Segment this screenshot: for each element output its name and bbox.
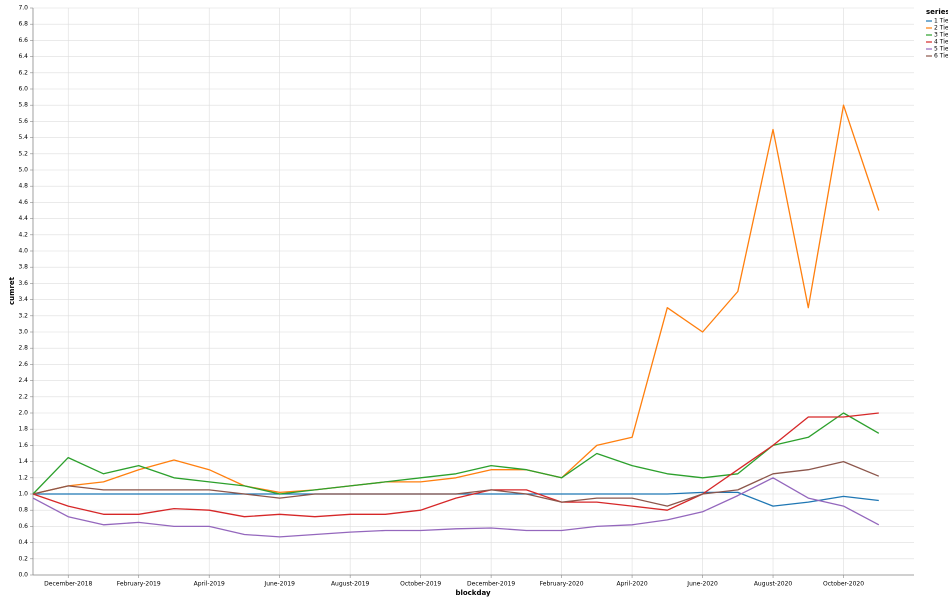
y-tick-label: 5.0 [18,167,28,174]
x-tick-label: April-2020 [617,581,648,588]
y-tick-label: 1.2 [18,474,28,481]
y-tick-label: 6.4 [18,53,28,60]
y-tick-label: 1.8 [18,426,28,433]
x-tick-label: December-2018 [44,581,92,588]
legend-label: 6 Tier [934,53,948,60]
series-line [32,477,880,538]
y-tick-label: 1.4 [18,458,28,465]
y-tick-label: 6.6 [18,37,28,44]
y-tick-label: 3.0 [18,329,28,336]
y-tick-label: 3.6 [18,280,28,287]
y-tick-label: 2.8 [18,345,28,352]
y-axis-title: cumret [8,276,16,305]
x-tick-label: February-2019 [117,581,161,588]
x-tick-label: August-2019 [331,581,370,588]
y-tick-label: 5.6 [18,118,28,125]
y-tick-label: 4.2 [18,231,28,238]
series-line [32,460,880,507]
y-tick-label: 2.2 [18,393,28,400]
y-tick-label: 2.6 [18,361,28,368]
y-tick-label: 3.4 [18,296,28,303]
x-tick-label: October-2020 [823,581,864,588]
y-tick-label: 6.8 [18,21,28,28]
x-tick-label: December-2019 [467,581,515,588]
y-tick-label: 6.0 [18,86,28,93]
y-tick-label: 1.6 [18,442,28,449]
y-tick-label: 4.0 [18,248,28,255]
y-tick-label: 7.0 [18,5,28,12]
y-tick-label: 0.8 [18,507,28,514]
y-tick-label: 0.6 [18,523,28,530]
y-tick-label: 3.8 [18,264,28,271]
x-axis-title: blockday [455,589,491,597]
series-line [32,412,879,518]
y-tick-label: 2.4 [18,377,28,384]
y-tick-label: 5.4 [18,134,28,141]
series-line [32,104,880,495]
y-tick-label: 5.2 [18,150,28,157]
legend-title: series [926,8,948,16]
legend-label: 1 Tier [934,18,948,25]
x-tick-label: August-2020 [754,581,793,588]
legend-label: 3 Tier [934,32,948,39]
legend-label: 4 Tier [934,39,948,46]
y-tick-label: 1.0 [18,491,28,498]
y-tick-label: 5.8 [18,102,28,109]
y-tick-label: 4.8 [18,183,28,190]
legend-label: 5 Tier [934,46,948,53]
x-tick-label: February-2020 [540,581,584,588]
x-tick-label: June-2020 [686,581,718,588]
y-tick-label: 4.6 [18,199,28,206]
x-tick-label: June-2019 [263,581,295,588]
y-tick-label: 4.4 [18,215,28,222]
y-tick-label: 0.0 [18,572,28,579]
y-tick-label: 6.2 [18,69,28,76]
y-tick-label: 0.2 [18,555,28,562]
x-tick-label: April-2019 [194,581,225,588]
y-tick-label: 3.2 [18,312,28,319]
y-tick-label: 0.4 [18,539,28,546]
legend-label: 2 Tier [934,25,948,32]
x-tick-label: October-2019 [400,581,441,588]
series-line [32,412,880,495]
y-tick-label: 2.0 [18,410,28,417]
